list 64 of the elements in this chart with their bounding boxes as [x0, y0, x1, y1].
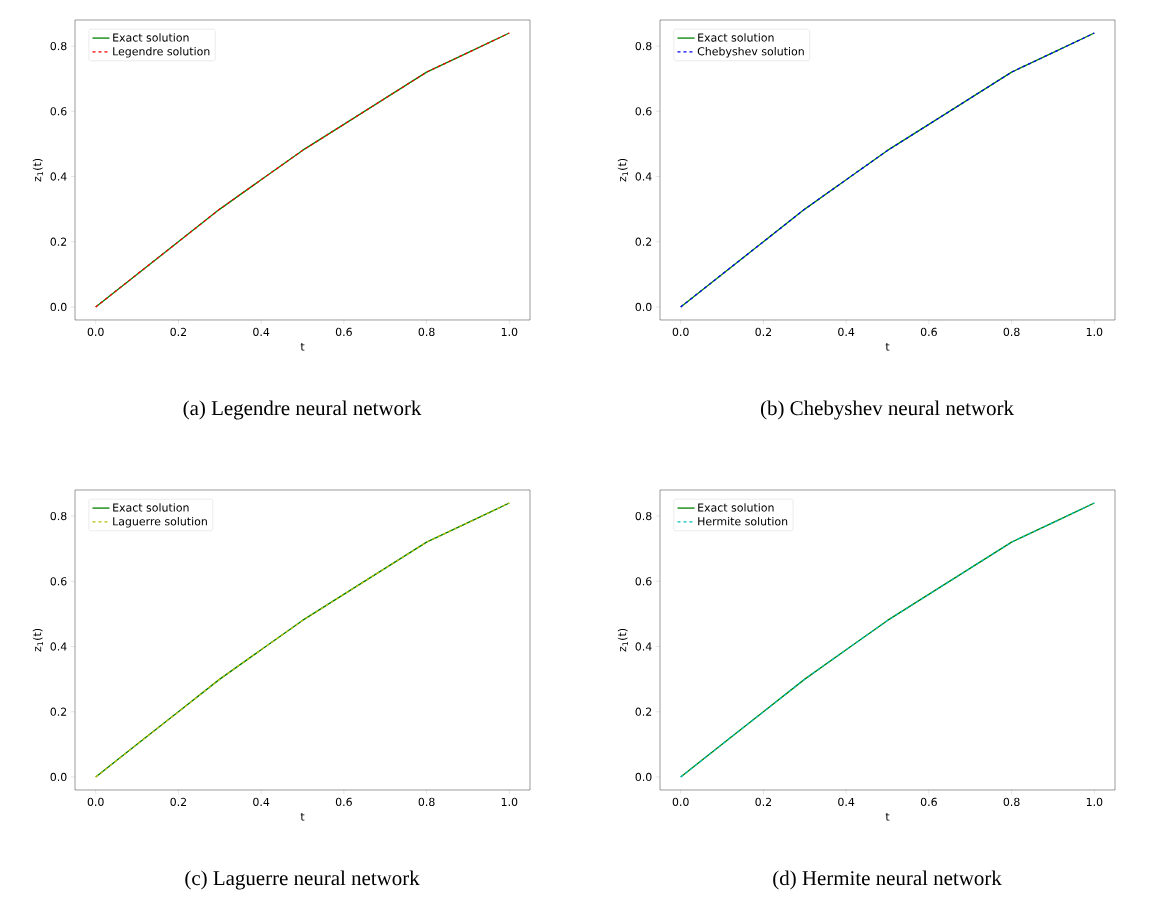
- legend-label: Legendre solution: [113, 46, 210, 58]
- legend-label: Exact solution: [113, 503, 189, 512]
- y-axis-title: z$_{1}$(t): [32, 628, 43, 652]
- y-tick-label: 0.0: [635, 302, 652, 312]
- y-tick-label: 0.4: [635, 172, 652, 181]
- x-tick-label: 0.0: [672, 327, 689, 337]
- x-tick-label: 0.8: [1003, 327, 1020, 337]
- y-axis-title: z$_{1}$(t): [617, 628, 628, 652]
- x-tick-label: 1.0: [1086, 327, 1103, 337]
- x-tick-label: 0.2: [170, 797, 187, 807]
- y-axis-title: z$_{1}$(t): [617, 158, 628, 182]
- x-tick-label: 0.8: [1003, 797, 1020, 807]
- x-tick-label: 0.0: [87, 797, 104, 807]
- x-tick-label: 0.6: [335, 327, 352, 337]
- y-tick-label: 0.8: [635, 41, 652, 51]
- y-tick-label: 0.8: [50, 41, 67, 51]
- x-tick-label: 0.4: [253, 797, 270, 807]
- legend-label: Chebyshev solution: [697, 46, 804, 58]
- y-tick-label: 0.6: [635, 577, 652, 586]
- y-tick-label: 0.2: [50, 237, 67, 246]
- y-tick-label: 0.6: [50, 107, 67, 116]
- y-tick-label: 0.0: [635, 772, 652, 782]
- text: (d) Hermite neural network: [773, 870, 1002, 890]
- text: (c) Laguerre neural network: [185, 870, 420, 890]
- x-tick-label: 1.0: [501, 797, 518, 807]
- y-tick-label: 0.6: [50, 577, 67, 586]
- y-tick-label: 0.0: [50, 772, 67, 782]
- y-tick-label: 0.0: [50, 302, 67, 312]
- x-tick-label: 0.6: [920, 797, 937, 807]
- x-tick-label: 0.8: [418, 797, 435, 807]
- y-tick-label: 0.4: [635, 642, 652, 651]
- legend-label: Hermite solution: [698, 516, 788, 526]
- x-tick-label: 0.6: [920, 327, 937, 337]
- x-tick-label: 0.0: [87, 327, 104, 337]
- x-tick-label: 0.2: [170, 327, 187, 337]
- x-axis-title: t: [300, 342, 305, 351]
- text: (a) Legendre neural network: [183, 400, 422, 420]
- y-tick-label: 0.4: [50, 642, 67, 651]
- y-tick-label: 0.6: [635, 107, 652, 116]
- x-tick-label: 0.8: [418, 327, 435, 337]
- y-tick-label: 0.4: [50, 172, 67, 181]
- x-tick-label: 0.4: [838, 797, 855, 807]
- x-tick-label: 1.0: [1086, 797, 1103, 807]
- x-axis-title: t: [885, 342, 890, 351]
- legend-label: Laguerre solution: [113, 516, 207, 528]
- x-tick-label: 0.6: [335, 797, 352, 807]
- y-tick-label: 0.2: [50, 707, 67, 716]
- text: (b) Chebyshev neural network: [760, 400, 1014, 420]
- x-axis-title: t: [300, 812, 305, 821]
- legend-label: Exact solution: [698, 503, 774, 512]
- x-tick-label: 0.2: [755, 797, 772, 807]
- legend-label: Exact solution: [113, 33, 189, 42]
- legend-label: Exact solution: [698, 33, 774, 42]
- y-tick-label: 0.2: [635, 707, 652, 716]
- y-tick-label: 0.2: [635, 237, 652, 246]
- x-tick-label: 0.2: [755, 327, 772, 337]
- x-axis-title: t: [885, 812, 890, 821]
- y-tick-label: 0.8: [50, 511, 67, 521]
- y-tick-label: 0.8: [635, 511, 652, 521]
- x-tick-label: 1.0: [501, 327, 518, 337]
- x-tick-label: 0.4: [838, 327, 855, 337]
- x-tick-label: 0.4: [253, 327, 270, 337]
- x-tick-label: 0.0: [672, 797, 689, 807]
- y-axis-title: z$_{1}$(t): [32, 158, 43, 182]
